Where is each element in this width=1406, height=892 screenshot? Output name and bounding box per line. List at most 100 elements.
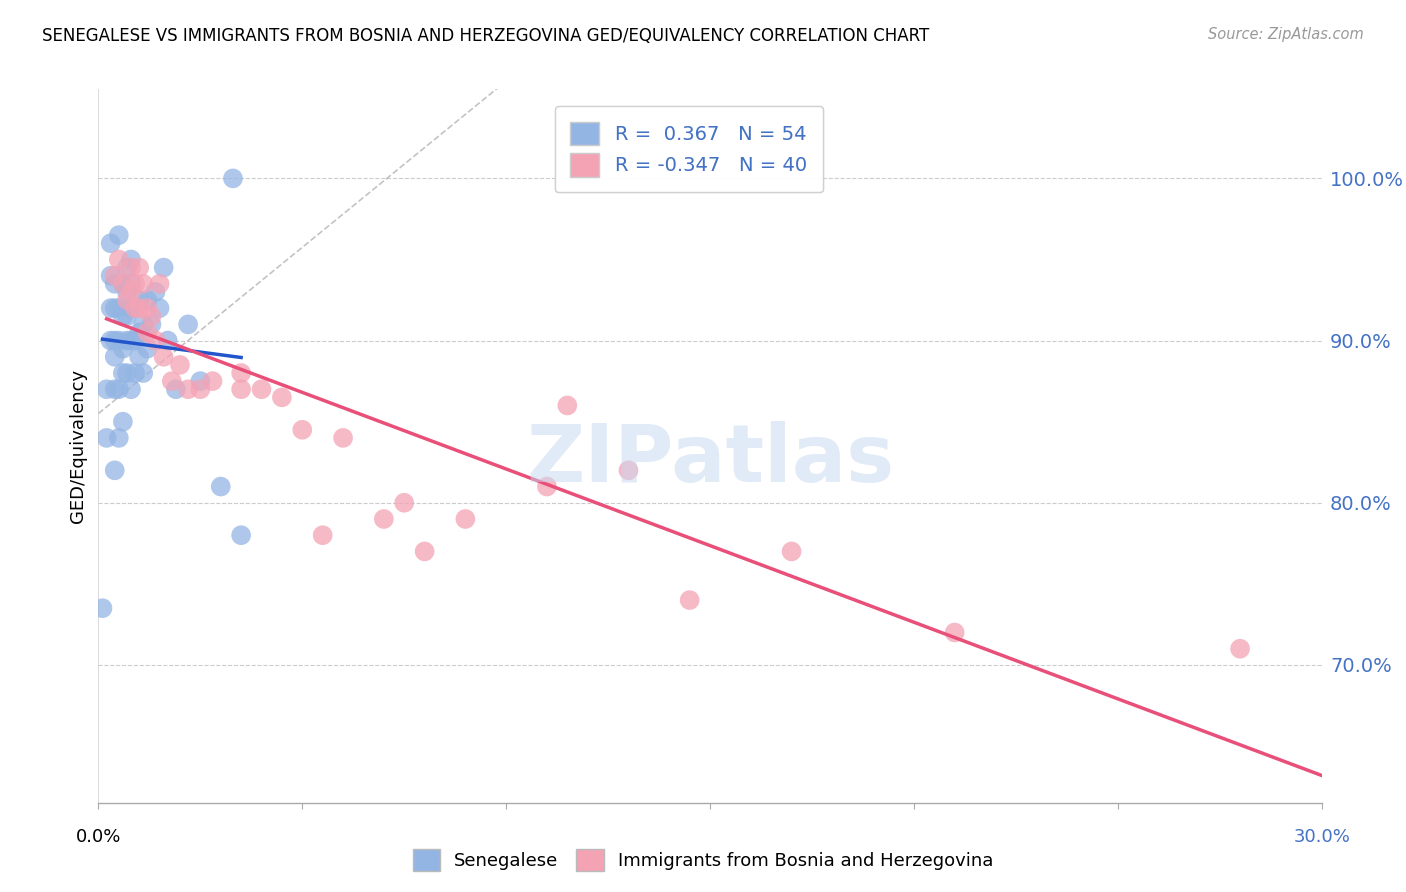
Point xyxy=(141,310,163,324)
Point xyxy=(100,236,122,251)
Point xyxy=(100,301,122,315)
Point xyxy=(188,374,212,388)
Point xyxy=(108,301,131,315)
Point xyxy=(209,479,232,493)
Point xyxy=(108,431,131,445)
Point xyxy=(111,342,134,356)
Point xyxy=(231,528,253,542)
Point xyxy=(111,277,134,291)
Point xyxy=(332,431,354,445)
Point xyxy=(165,382,187,396)
Point xyxy=(108,228,131,243)
Point xyxy=(111,277,134,291)
Point xyxy=(104,301,127,315)
Y-axis label: GED/Equivalency: GED/Equivalency xyxy=(69,369,87,523)
Point xyxy=(1229,641,1251,656)
Point xyxy=(617,463,640,477)
Point xyxy=(120,260,142,275)
Point xyxy=(392,496,416,510)
Legend: R =  0.367   N = 54, R = -0.347   N = 40: R = 0.367 N = 54, R = -0.347 N = 40 xyxy=(555,106,823,193)
Point xyxy=(115,260,138,275)
Point xyxy=(145,285,167,299)
Point xyxy=(96,431,118,445)
Point xyxy=(104,382,127,396)
Point xyxy=(124,301,146,315)
Point xyxy=(111,366,134,380)
Point xyxy=(156,334,179,348)
Point xyxy=(115,293,138,307)
Point xyxy=(120,285,142,299)
Point xyxy=(128,301,150,315)
Point xyxy=(943,625,966,640)
Point xyxy=(373,512,395,526)
Point xyxy=(111,310,134,324)
Point xyxy=(128,260,150,275)
Point xyxy=(169,358,191,372)
Point xyxy=(115,285,138,299)
Point xyxy=(124,334,146,348)
Point xyxy=(149,301,172,315)
Point xyxy=(115,334,138,348)
Point xyxy=(120,252,142,267)
Point xyxy=(104,277,127,291)
Point xyxy=(115,366,138,380)
Point xyxy=(136,301,159,315)
Point xyxy=(231,382,253,396)
Point xyxy=(108,252,131,267)
Point xyxy=(152,350,174,364)
Point xyxy=(108,382,131,396)
Point xyxy=(149,277,172,291)
Text: 0.0%: 0.0% xyxy=(76,828,121,846)
Point xyxy=(120,334,142,348)
Point xyxy=(132,366,155,380)
Point xyxy=(120,382,142,396)
Point xyxy=(557,399,579,413)
Point xyxy=(124,301,146,315)
Point xyxy=(291,423,314,437)
Point xyxy=(128,350,150,364)
Point xyxy=(177,318,200,332)
Point xyxy=(188,382,212,396)
Point xyxy=(231,366,253,380)
Point xyxy=(454,512,477,526)
Point xyxy=(136,342,159,356)
Point xyxy=(104,463,127,477)
Point xyxy=(108,334,131,348)
Point xyxy=(250,382,273,396)
Point xyxy=(679,593,702,607)
Point xyxy=(780,544,803,558)
Text: SENEGALESE VS IMMIGRANTS FROM BOSNIA AND HERZEGOVINA GED/EQUIVALENCY CORRELATION: SENEGALESE VS IMMIGRANTS FROM BOSNIA AND… xyxy=(42,27,929,45)
Point xyxy=(96,382,118,396)
Point xyxy=(132,277,155,291)
Point xyxy=(128,326,150,340)
Point xyxy=(177,382,200,396)
Point xyxy=(115,310,138,324)
Point xyxy=(124,366,146,380)
Point xyxy=(111,415,134,429)
Point xyxy=(91,601,114,615)
Point xyxy=(128,293,150,307)
Point xyxy=(132,318,155,332)
Text: ZIPatlas: ZIPatlas xyxy=(526,421,894,500)
Point xyxy=(141,318,163,332)
Point xyxy=(120,301,142,315)
Point xyxy=(104,268,127,283)
Point xyxy=(100,268,122,283)
Point xyxy=(104,334,127,348)
Point xyxy=(201,374,224,388)
Point xyxy=(136,293,159,307)
Point xyxy=(136,326,159,340)
Point xyxy=(222,171,245,186)
Point xyxy=(312,528,335,542)
Text: 30.0%: 30.0% xyxy=(1294,828,1350,846)
Point xyxy=(120,277,142,291)
Point xyxy=(536,479,558,493)
Legend: Senegalese, Immigrants from Bosnia and Herzegovina: Senegalese, Immigrants from Bosnia and H… xyxy=(405,842,1001,879)
Point xyxy=(413,544,436,558)
Text: Source: ZipAtlas.com: Source: ZipAtlas.com xyxy=(1208,27,1364,42)
Point xyxy=(270,390,294,404)
Point xyxy=(124,277,146,291)
Point xyxy=(160,374,183,388)
Point xyxy=(100,334,122,348)
Point xyxy=(145,334,167,348)
